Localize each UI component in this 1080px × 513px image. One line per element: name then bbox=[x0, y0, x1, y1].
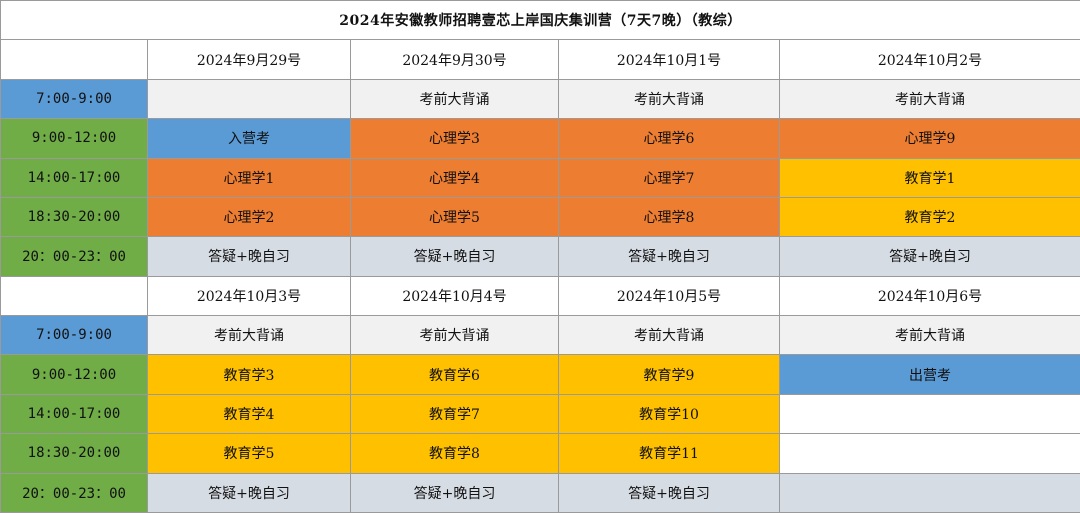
session-cell: 教育学6 bbox=[350, 354, 559, 395]
date-header: 2024年10月2号 bbox=[778, 39, 1080, 80]
session-cell: 心理学5 bbox=[350, 196, 559, 238]
session-cell: 答疑+晚自习 bbox=[147, 472, 351, 513]
session-cell: 心理学3 bbox=[350, 118, 559, 159]
date-header-row: 2024年9月29号 2024年9月30号 2024年10月1号 2024年10月2号 bbox=[0, 39, 1080, 80]
date-header: 2024年10月1号 bbox=[558, 39, 780, 80]
time-slot-row: 20：00-23：00 答疑+晚自习 答疑+晚自习 答疑+晚自习 答疑+晚自习 bbox=[0, 236, 1080, 277]
session-cell: 考前大背诵 bbox=[778, 314, 1080, 356]
session-cell: 心理学8 bbox=[558, 196, 780, 238]
session-cell: 教育学9 bbox=[558, 354, 780, 395]
session-cell: 心理学1 bbox=[147, 157, 351, 198]
time-slot-row: 18:30-20:00 教育学5 教育学8 教育学11 bbox=[0, 433, 1080, 474]
session-cell: 答疑+晚自习 bbox=[778, 236, 1080, 277]
time-slot-row: 18:30-20:00 心理学2 心理学5 心理学8 教育学2 bbox=[0, 196, 1080, 238]
session-cell: 教育学10 bbox=[558, 393, 780, 435]
session-cell: 心理学4 bbox=[350, 157, 559, 198]
session-cell: 教育学1 bbox=[778, 157, 1080, 198]
session-cell: 考前大背诵 bbox=[350, 314, 559, 356]
date-header-row: 2024年10月3号 2024年10月4号 2024年10月5号 2024年10月6号 bbox=[0, 275, 1080, 317]
time-slot-row: 14:00-17:00 心理学1 心理学4 心理学7 教育学1 bbox=[0, 157, 1080, 198]
date-header: 2024年10月5号 bbox=[558, 275, 780, 317]
time-slot-row: 7:00-9:00 考前大背诵 考前大背诵 考前大背诵 bbox=[0, 78, 1080, 120]
time-slot-label: 20：00-23：00 bbox=[0, 236, 148, 277]
date-header: 2024年9月30号 bbox=[350, 39, 559, 80]
date-header: 2024年10月4号 bbox=[350, 275, 559, 317]
session-cell: 考前大背诵 bbox=[147, 314, 351, 356]
corner-cell bbox=[0, 275, 148, 317]
time-slot-row: 7:00-9:00 考前大背诵 考前大背诵 考前大背诵 考前大背诵 bbox=[0, 314, 1080, 356]
time-slot-label: 7:00-9:00 bbox=[0, 78, 148, 120]
time-slot-label: 7:00-9:00 bbox=[0, 314, 148, 356]
corner-cell bbox=[0, 39, 148, 80]
session-cell: 教育学7 bbox=[350, 393, 559, 435]
session-cell: 出营考 bbox=[778, 354, 1080, 395]
time-slot-label: 9:00-12:00 bbox=[0, 118, 148, 159]
schedule-title: 2024年安徽教师招聘壹芯上岸国庆集训营（7天7晚）（教综） bbox=[0, 0, 1080, 41]
session-cell: 考前大背诵 bbox=[558, 78, 780, 120]
time-slot-row: 9:00-12:00 教育学3 教育学6 教育学9 出营考 bbox=[0, 354, 1080, 395]
time-slot-row: 14:00-17:00 教育学4 教育学7 教育学10 bbox=[0, 393, 1080, 435]
date-header: 2024年10月3号 bbox=[147, 275, 351, 317]
session-cell bbox=[778, 393, 1080, 435]
date-header: 2024年10月6号 bbox=[778, 275, 1080, 317]
session-cell: 教育学4 bbox=[147, 393, 351, 435]
session-cell bbox=[147, 78, 351, 120]
session-cell: 答疑+晚自习 bbox=[147, 236, 351, 277]
session-cell: 考前大背诵 bbox=[778, 78, 1080, 120]
session-cell: 考前大背诵 bbox=[558, 314, 780, 356]
session-cell: 心理学6 bbox=[558, 118, 780, 159]
time-slot-row: 9:00-12:00 入营考 心理学3 心理学6 心理学9 bbox=[0, 118, 1080, 159]
time-slot-label: 20：00-23：00 bbox=[0, 472, 148, 513]
session-cell bbox=[778, 472, 1080, 513]
time-slot-row: 20：00-23：00 答疑+晚自习 答疑+晚自习 答疑+晚自习 bbox=[0, 472, 1080, 513]
date-header: 2024年9月29号 bbox=[147, 39, 351, 80]
session-cell: 教育学11 bbox=[558, 433, 780, 474]
time-slot-label: 9:00-12:00 bbox=[0, 354, 148, 395]
session-cell bbox=[778, 433, 1080, 474]
session-cell: 心理学2 bbox=[147, 196, 351, 238]
time-slot-label: 18:30-20:00 bbox=[0, 196, 148, 238]
session-cell: 心理学9 bbox=[778, 118, 1080, 159]
session-cell: 答疑+晚自习 bbox=[350, 236, 559, 277]
session-cell: 考前大背诵 bbox=[350, 78, 559, 120]
session-cell: 心理学7 bbox=[558, 157, 780, 198]
session-cell: 入营考 bbox=[147, 118, 351, 159]
session-cell: 答疑+晚自习 bbox=[558, 236, 780, 277]
session-cell: 答疑+晚自习 bbox=[350, 472, 559, 513]
session-cell: 教育学2 bbox=[778, 196, 1080, 238]
session-cell: 答疑+晚自习 bbox=[558, 472, 780, 513]
time-slot-label: 14:00-17:00 bbox=[0, 393, 148, 435]
time-slot-label: 14:00-17:00 bbox=[0, 157, 148, 198]
session-cell: 教育学8 bbox=[350, 433, 559, 474]
session-cell: 教育学5 bbox=[147, 433, 351, 474]
session-cell: 教育学3 bbox=[147, 354, 351, 395]
time-slot-label: 18:30-20:00 bbox=[0, 433, 148, 474]
